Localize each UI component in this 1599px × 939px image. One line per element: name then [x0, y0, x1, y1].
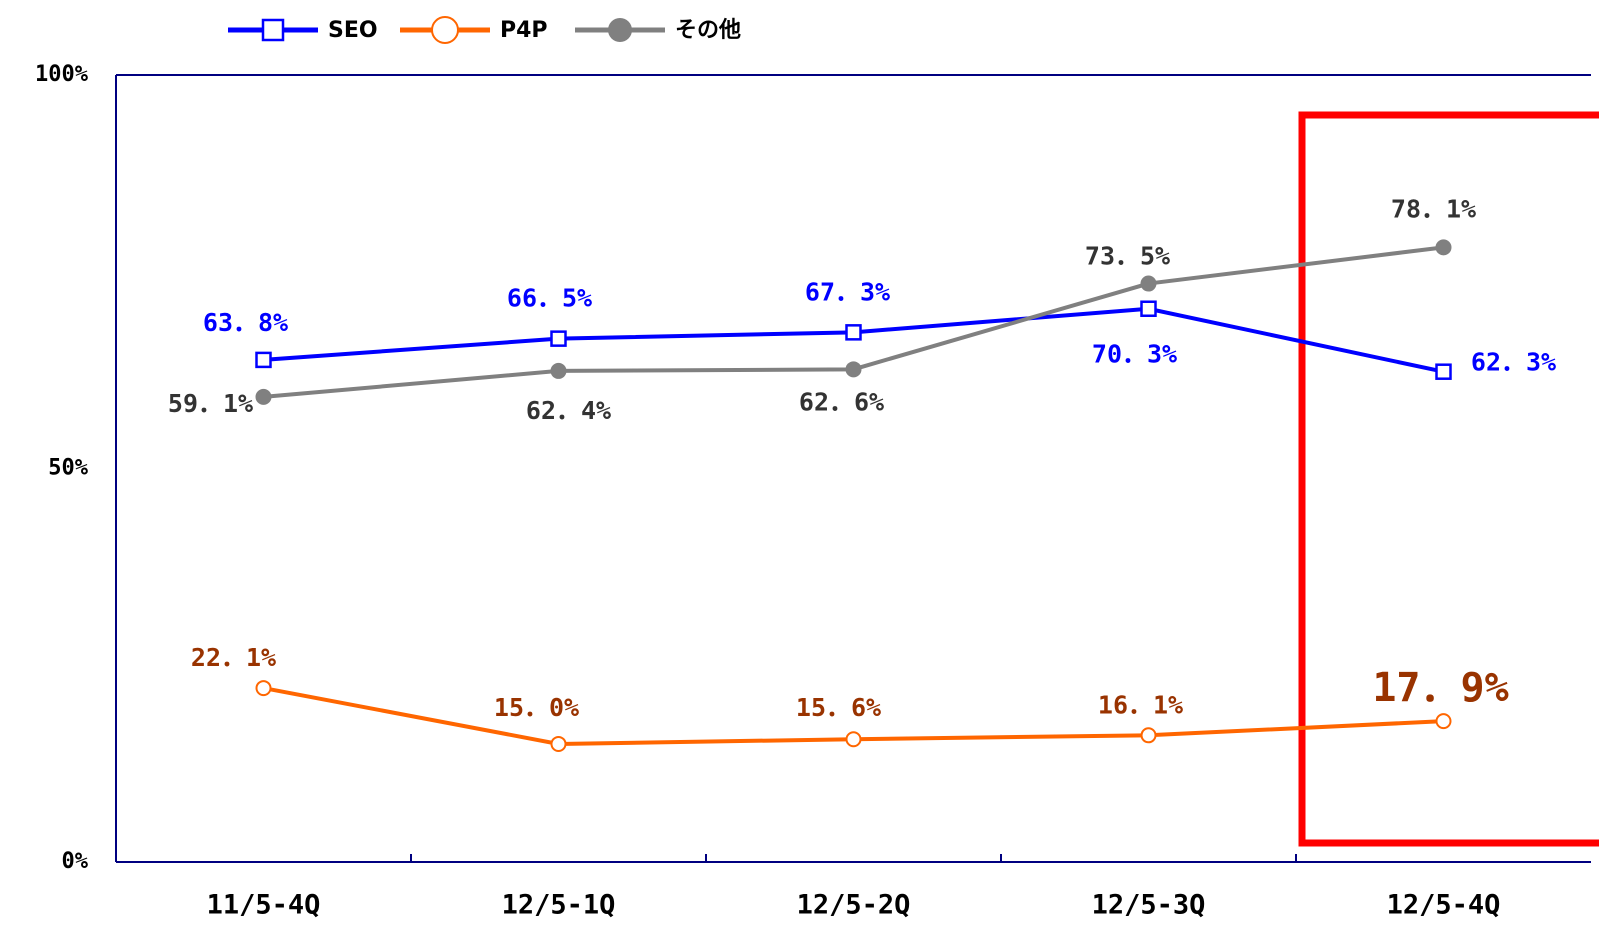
- marker: [1140, 727, 1157, 744]
- marker: [255, 351, 272, 369]
- marker: [255, 388, 272, 405]
- data-label: 62．6%: [799, 387, 884, 416]
- data-label: 66．5%: [507, 284, 592, 313]
- data-label: 22．1%: [191, 643, 276, 672]
- marker: [845, 324, 862, 341]
- highlight-box: [1298, 111, 1599, 847]
- marker: [845, 361, 862, 378]
- legend-label: P4P: [500, 18, 548, 43]
- marker: [550, 735, 567, 752]
- x-tick-label: 11/5-4Q: [207, 890, 321, 921]
- marker: [608, 18, 632, 42]
- marker: [261, 18, 285, 42]
- x-tick-label: 12/5-3Q: [1092, 890, 1206, 921]
- marker: [845, 731, 862, 748]
- data-label: 78．1%: [1391, 194, 1476, 223]
- data-label: 67．3%: [805, 277, 890, 306]
- marker: [550, 330, 567, 347]
- marker: [550, 362, 567, 379]
- marker: [255, 680, 272, 697]
- marker: [431, 16, 459, 44]
- marker: [1435, 239, 1452, 256]
- data-label: 70．3%: [1092, 340, 1177, 369]
- data-label: 17．9%: [1372, 665, 1508, 711]
- data-label: 62．3%: [1471, 348, 1556, 377]
- y-tick-label: 0%: [62, 849, 89, 874]
- y-tick-label: 100%: [35, 62, 89, 87]
- data-label: 16．1%: [1098, 690, 1183, 719]
- data-label: 59．1%: [168, 389, 253, 418]
- marker: [1435, 713, 1452, 730]
- marker: [1435, 363, 1452, 380]
- legend-label: SEO: [328, 18, 378, 43]
- data-label: 73．5%: [1085, 242, 1170, 271]
- marker: [1140, 300, 1157, 317]
- legend-item: SEO: [228, 18, 378, 43]
- data-label: 15．0%: [494, 693, 579, 722]
- x-tick-label: 12/5-1Q: [502, 890, 616, 921]
- y-tick-label: 50%: [48, 456, 88, 481]
- data-label: 62．4%: [526, 396, 611, 425]
- legend-item: P4P: [400, 16, 548, 44]
- marker: [1140, 275, 1157, 292]
- legend-label: その他: [675, 18, 741, 43]
- x-tick-label: 12/5-4Q: [1387, 890, 1501, 921]
- data-label: 63．8%: [203, 308, 288, 337]
- legend-item: その他: [575, 18, 741, 43]
- data-label: 15．6%: [796, 693, 881, 722]
- x-tick-label: 12/5-2Q: [797, 890, 911, 921]
